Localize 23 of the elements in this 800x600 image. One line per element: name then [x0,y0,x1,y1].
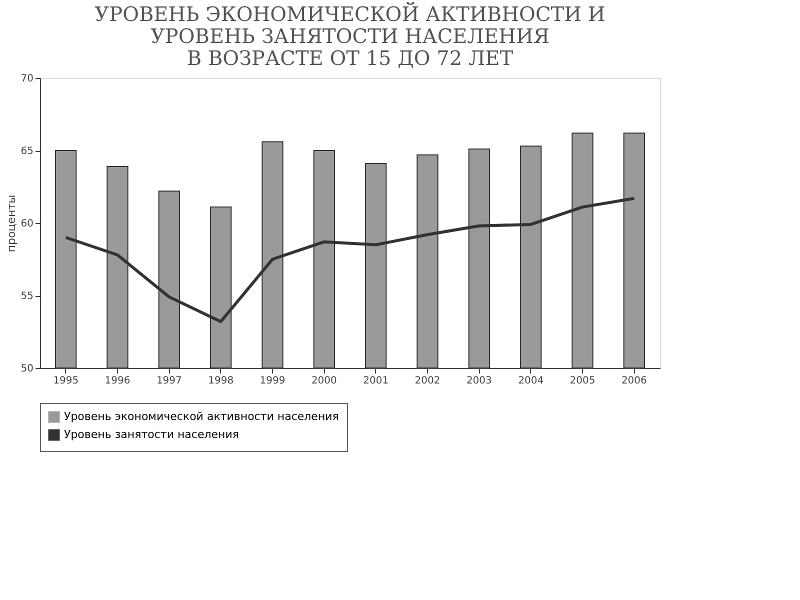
text: УРОВЕНЬ ЭКОНОМИЧЕСКОЙ АКТИВНОСТИ И [94,2,606,26]
y-tick-label: 55 [20,291,34,302]
x-tick-label: 2002 [414,376,440,386]
x-tick-label: 1999 [260,376,286,386]
legend-label: Уровень занятости населения [64,428,239,441]
x-tick-label: 1997 [156,376,182,386]
x-tick-label: 2000 [311,376,337,386]
x-tick-label: 2005 [570,376,596,386]
legend-label: Уровень экономической активности населения [64,410,339,423]
y-tick-label: 60 [20,218,34,230]
y-axis-title: проценты [4,194,18,252]
y-tick-label: 65 [20,146,34,157]
y-tick-label: 70 [20,74,34,84]
x-tick-label: 2004 [518,376,544,386]
x-tick-label: 1996 [104,376,130,386]
x-tick-label: 2006 [621,376,647,386]
x-tick-label: 2003 [466,376,492,386]
x-tick-label: 1995 [53,376,79,386]
text: УРОВЕНЬ ЗАНЯТОСТИ НАСЕЛЕНИЯ [150,24,550,48]
x-tick-label: 1998 [208,376,234,386]
x-tick-label: 2001 [363,376,389,386]
y-tick-label: 50 [20,364,34,374]
text: В ВОЗРАСТЕ ОТ 15 ДО 72 ЛЕТ [186,46,514,70]
